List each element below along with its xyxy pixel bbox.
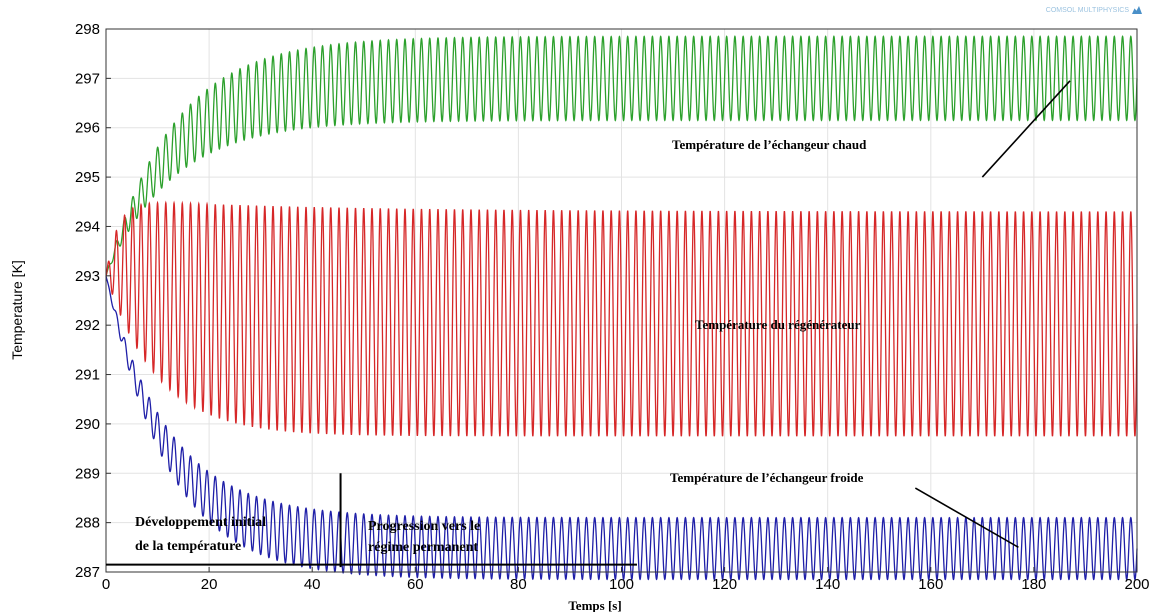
x-axis-label: Temps [s] (568, 598, 621, 612)
x-tick-label: 60 (407, 576, 424, 593)
annotation-cold-exchanger: Température de l’échangeur froide (670, 470, 864, 485)
y-tick-label: 295 (75, 169, 100, 186)
x-tick-label: 40 (304, 576, 321, 593)
markers (106, 80, 1071, 568)
x-tick-label: 100 (609, 576, 634, 593)
y-tick-label: 292 (75, 317, 100, 334)
series-line-1 (105, 200, 1138, 437)
y-tick-label: 289 (75, 465, 100, 482)
annotations: Température de l’échangeur chaud Tempéra… (135, 137, 867, 555)
annotation-pointer-2 (914, 487, 1019, 549)
annotation-steady-line2: régime permanent (368, 540, 478, 555)
x-tick-label: 140 (815, 576, 840, 593)
y-tick-label: 297 (75, 70, 100, 87)
x-tick-label: 200 (1124, 576, 1149, 593)
y-tick-label: 288 (75, 515, 100, 532)
x-tick-label: 160 (918, 576, 943, 593)
y-tick-label: 290 (75, 416, 100, 433)
x-tick-label: 120 (712, 576, 737, 593)
x-tick-label: 20 (201, 576, 218, 593)
y-tick-label: 298 (75, 21, 100, 38)
annotation-initial-line1: Développement initial (135, 515, 266, 530)
series-line-2 (105, 275, 1138, 581)
annotation-initial-line2: de la température (135, 539, 241, 554)
brand-watermark: COMSOL MULTIPHYSICS (1046, 6, 1142, 14)
x-tick-label: 180 (1021, 576, 1046, 593)
y-tick-label: 287 (75, 564, 100, 581)
annotation-pointer-0 (981, 80, 1071, 178)
comsol-logo-icon (1132, 6, 1142, 14)
annotation-hot-exchanger: Température de l’échangeur chaud (672, 137, 867, 152)
brand-watermark-text: COMSOL MULTIPHYSICS (1045, 6, 1129, 14)
y-tick-label: 294 (75, 218, 100, 235)
annotation-regenerator: Température du régénérateur (695, 317, 861, 332)
y-tick-label: 293 (75, 268, 100, 285)
y-tick-label: 296 (75, 120, 100, 137)
x-tick-label: 80 (510, 576, 527, 593)
series-line-0 (105, 35, 1138, 277)
tick-labels: 0 20 40 60 80 100 120 140 160 180 200 287 288 289 290 2… (75, 21, 1150, 593)
y-tick-label: 291 (75, 367, 100, 384)
annotation-steady-line1: Progression vers le (368, 519, 480, 534)
y-axis-label: Temperature [K] (9, 260, 25, 360)
x-tick-label: 0 (102, 576, 110, 593)
series-layer (105, 35, 1138, 581)
